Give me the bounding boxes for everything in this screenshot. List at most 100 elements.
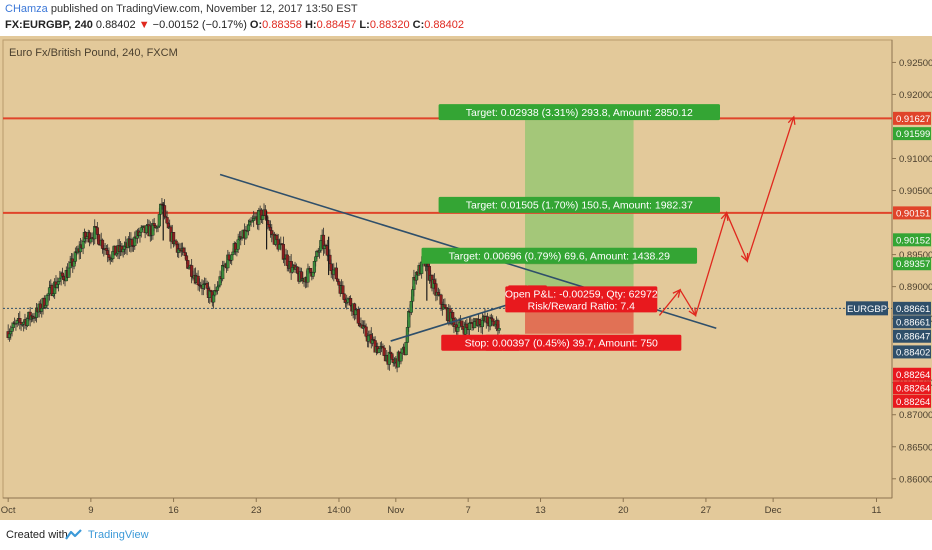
price-axis-label: 0.88264 — [893, 381, 931, 395]
tradingview-logo-icon — [65, 529, 82, 540]
target-label-1-bg — [438, 104, 720, 121]
price-axis-label-bg — [893, 257, 931, 271]
time-tick-label: 7 — [466, 505, 471, 516]
time-tick-label: 13 — [535, 505, 546, 516]
symbol-info: FX:EURGBP, 240 0.88402 ▼ −0.00152 (−0.17… — [5, 19, 465, 31]
trendline[interactable] — [390, 301, 515, 342]
symbol-label: FX:EURGBP, 240 — [5, 19, 93, 31]
time-tick-label: 27 — [701, 505, 712, 516]
price-axis-label-bg — [893, 127, 931, 141]
symbol-tag-text: EURGBP — [847, 304, 887, 315]
time-tick-label: 14:00 — [327, 505, 351, 516]
price-axis-label-text: 0.90151 — [896, 208, 930, 219]
price-axis-label: 0.88402 — [893, 345, 931, 359]
price-axis-label: 0.88264 — [893, 394, 931, 408]
price-axis-label-bg — [893, 111, 931, 125]
stop-label-text: Stop: 0.00397 (0.45%) 39.7, Amount: 750 — [465, 338, 658, 350]
candle-body — [246, 224, 251, 232]
candle-body — [236, 239, 240, 250]
price-tick-label: 0.90500 — [899, 186, 932, 197]
price-axis-label-bg — [893, 301, 931, 315]
price-axis-label-bg — [893, 381, 931, 395]
price-axis-label: 0.88661 — [893, 315, 931, 329]
target-label-2-bg — [438, 196, 720, 213]
candle-body — [356, 309, 360, 324]
chart-footer: Created with TradingView — [0, 520, 932, 550]
price-axis-label-bg — [893, 367, 931, 381]
price-axis-label-text: 0.91599 — [896, 129, 930, 140]
author-link[interactable]: CHamza — [5, 3, 48, 15]
target-label-1[interactable]: Target: 0.02938 (3.31%) 293.8, Amount: 2… — [438, 104, 720, 121]
high-value: 0.88457 — [316, 19, 357, 31]
price-tick-label: 0.86000 — [899, 474, 932, 485]
publish-text: published on TradingView.com, November 1… — [50, 3, 358, 15]
time-tick-label: 11 — [872, 505, 882, 516]
chart-header: CHamza published on TradingView.com, Nov… — [0, 0, 932, 36]
price-axis-label: 0.91599 — [893, 127, 931, 141]
price-axis-label-bg — [893, 233, 931, 247]
projection-arrowhead — [740, 252, 749, 263]
projection-arrowhead — [720, 211, 729, 221]
price-chart[interactable]: Euro Fx/British Pound, 240, FXCM 0.92500 0… — [0, 36, 932, 520]
price-tick-label: 0.86500 — [899, 442, 932, 453]
time-tick-label: Oct — [1, 505, 16, 516]
close-value: 0.88402 — [424, 19, 465, 31]
price-tick-label: 0.89500 — [899, 250, 932, 261]
open-pl-box[interactable]: Open P&L: -0.00259, Qty: 62972Risk/Rewar… — [505, 286, 658, 313]
risk-reward-text: Risk/Reward Ratio: 7.4 — [528, 300, 636, 312]
price-tick-label: 0.87000 — [899, 410, 932, 421]
open-value: 0.88358 — [262, 19, 302, 31]
price-axis-label-bg — [893, 206, 931, 220]
price-axis-label-bg — [893, 315, 931, 329]
price-axis-label-bg — [893, 345, 931, 359]
target-label-2[interactable]: Target: 0.01505 (1.70%) 150.5, Amount: 1… — [438, 196, 720, 213]
candle-body — [209, 289, 213, 292]
candle-body — [334, 267, 338, 280]
price-axis-label-text: 0.88264 — [896, 383, 930, 394]
created-with-text: Created with — [6, 529, 68, 541]
candle-body — [382, 347, 386, 356]
candle-body — [341, 285, 345, 295]
target-label-1-text: Target: 0.02938 (3.31%) 293.8, Amount: 2… — [466, 107, 693, 119]
candle-body — [227, 254, 231, 261]
candle-body — [457, 322, 461, 328]
price-axis-label-text: 0.88264 — [896, 397, 930, 408]
down-arrow-icon: ▼ — [138, 19, 150, 31]
time-tick-label: 23 — [251, 505, 262, 516]
stop-label[interactable]: Stop: 0.00397 (0.45%) 39.7, Amount: 750 — [441, 334, 682, 351]
time-tick-label: 20 — [618, 505, 629, 516]
price-axis-label: 0.89357 — [893, 257, 931, 271]
symbol-tag: EURGBP — [846, 301, 888, 316]
price-tick-label: 0.89000 — [899, 282, 932, 293]
candle-body — [230, 254, 234, 261]
price-axis-label-text: 0.88647 — [896, 332, 930, 343]
open-pl-bg — [505, 286, 658, 313]
projection-arrowhead — [672, 288, 682, 298]
projection-path[interactable] — [658, 116, 795, 318]
price-axis-label-bg — [893, 329, 931, 343]
price-axis-label-text: 0.88661 — [896, 317, 930, 328]
candle-body — [97, 234, 101, 245]
projection-arrowhead — [688, 307, 697, 317]
target-label-3-bg — [421, 247, 698, 264]
price-axis-label: 0.91627 — [893, 111, 931, 125]
price-axis-label-text: 0.88402 — [896, 347, 930, 358]
price-axis-label: 0.90152 — [893, 233, 931, 247]
candle-body — [467, 323, 472, 330]
target-label-2-text: Target: 0.01505 (1.70%) 150.5, Amount: 1… — [466, 200, 693, 212]
price-axis-label: 0.88647 — [893, 329, 931, 343]
target-label-3-text: Target: 0.00696 (0.79%) 69.6, Amount: 14… — [449, 251, 670, 263]
candle-body — [308, 267, 313, 273]
price-axis-label: 0.90151 — [893, 206, 931, 220]
price-change: −0.00152 (−0.17%) — [152, 19, 247, 31]
target-label-3[interactable]: Target: 0.00696 (0.79%) 69.6, Amount: 14… — [421, 247, 698, 264]
price-axis-label-text: 0.89357 — [896, 259, 930, 270]
target-zone[interactable] — [525, 120, 634, 309]
candles — [6, 197, 501, 373]
tradingview-brand-link[interactable]: TradingView — [88, 529, 149, 541]
publish-info: CHamza published on TradingView.com, Nov… — [5, 3, 358, 15]
stop-zone[interactable] — [525, 308, 634, 334]
last-price: 0.88402 — [95, 19, 136, 31]
price-axis-label-bg — [893, 394, 931, 408]
low-value: 0.88320 — [369, 19, 410, 31]
